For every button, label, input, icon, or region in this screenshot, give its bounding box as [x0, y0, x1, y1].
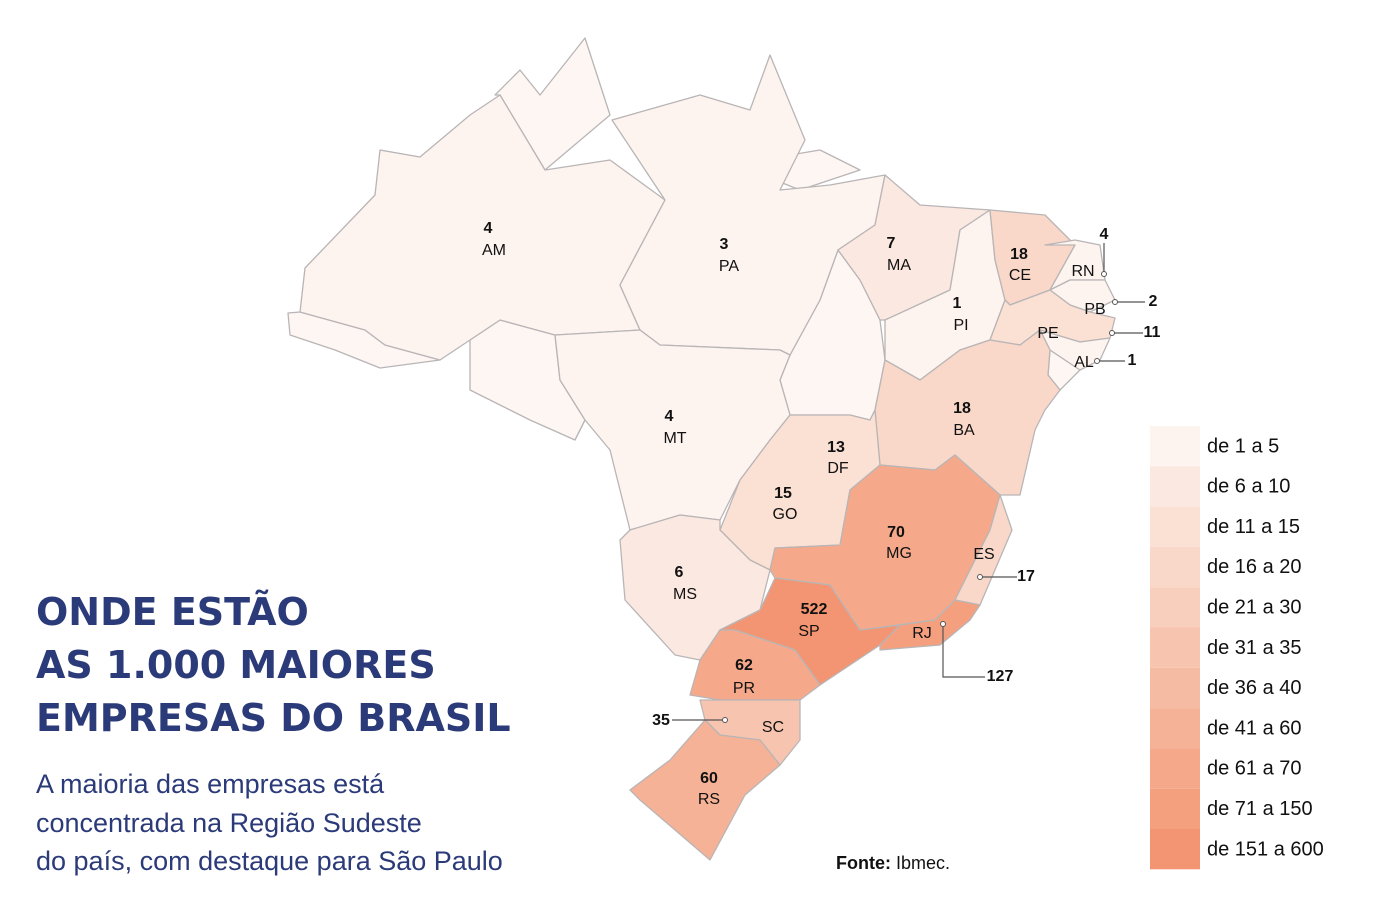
- state-value: 13: [827, 439, 845, 456]
- legend-label: de 31 a 35: [1207, 637, 1302, 659]
- state-abbr: PR: [733, 680, 755, 697]
- legend-swatch: [1150, 426, 1200, 467]
- state-abbr: RS: [698, 791, 720, 808]
- title-line: ONDE ESTÃO: [36, 590, 309, 634]
- legend-label: de 61 a 70: [1207, 758, 1302, 780]
- state-value: 4: [1100, 226, 1109, 243]
- state: [689, 629, 821, 701]
- state-value: 35: [652, 712, 670, 729]
- state-abbr: MG: [886, 545, 912, 562]
- state-value: 4: [665, 408, 674, 425]
- legend-swatch: [1150, 708, 1200, 749]
- legend-swatch: [1150, 506, 1200, 547]
- state-value: 4: [484, 220, 493, 237]
- state-value: 522: [801, 601, 828, 618]
- state-abbr: SP: [798, 623, 819, 640]
- state-value: 2: [1149, 293, 1158, 310]
- legend-swatch: [1150, 466, 1200, 507]
- legend-swatch: [1150, 667, 1200, 709]
- legend-swatch: [1150, 788, 1200, 829]
- state: [629, 719, 781, 861]
- state-value: 70: [887, 524, 905, 541]
- state-value: 11: [1144, 324, 1161, 341]
- leader-dot: [940, 621, 946, 627]
- state-abbr: PI: [953, 317, 968, 334]
- subtitle-line: concentrada na Região Sudeste: [36, 808, 422, 838]
- legend-label: de 151 a 600: [1207, 838, 1324, 860]
- legend-label: de 71 a 150: [1207, 798, 1313, 820]
- source-text: Ibmec.: [896, 853, 950, 873]
- state-value: 6: [675, 564, 684, 581]
- state-abbr: DF: [827, 460, 849, 477]
- legend-swatch: [1150, 829, 1200, 870]
- state-abbr: ES: [973, 546, 994, 563]
- state-abbr: MT: [663, 430, 686, 447]
- leader-dot: [1109, 330, 1115, 336]
- state-abbr: PA: [719, 258, 739, 275]
- leader-dot: [977, 574, 983, 580]
- source-label: Fonte:: [836, 853, 891, 873]
- state-abbr: RN: [1071, 263, 1094, 280]
- legend-label: de 21 a 30: [1207, 596, 1302, 618]
- state-abbr: MS: [673, 586, 697, 603]
- leader-dot: [1101, 271, 1107, 277]
- leader-dot: [1094, 358, 1100, 364]
- state-abbr: PE: [1037, 325, 1058, 342]
- legend-label: de 11 a 15: [1207, 516, 1300, 538]
- state-abbr: AM: [482, 242, 506, 259]
- source: Fonte: Ibmec.: [836, 853, 950, 873]
- state: [879, 599, 981, 651]
- state-value: 127: [987, 668, 1014, 685]
- state-value: 18: [953, 400, 971, 417]
- legend-label: de 41 a 60: [1207, 717, 1302, 739]
- leader-dot: [722, 717, 728, 723]
- legend-label: de 36 a 40: [1207, 677, 1302, 699]
- state-value: 7: [887, 235, 896, 252]
- state-value: 18: [1010, 246, 1028, 263]
- subtitle-line: do país, com destaque para São Paulo: [36, 846, 503, 876]
- state-value: 15: [774, 485, 792, 502]
- state-abbr: CE: [1009, 267, 1031, 284]
- state: [554, 329, 791, 531]
- title: ONDE ESTÃO AS 1.000 MAIORES EMPRESAS DO …: [36, 590, 511, 740]
- leader-dot: [1112, 299, 1118, 305]
- legend-swatch: [1150, 748, 1200, 789]
- state-abbr: BA: [953, 422, 975, 439]
- state-abbr: SC: [762, 719, 784, 736]
- legend-swatch: [1150, 546, 1200, 588]
- state-value: 17: [1017, 568, 1035, 585]
- state-abbr: GO: [773, 506, 798, 523]
- states: [299, 54, 1116, 861]
- subtitle-line: A maioria das empresas está: [36, 769, 385, 799]
- state-abbr: RJ: [912, 625, 932, 642]
- state-value: 3: [720, 236, 729, 253]
- state-value: 62: [735, 657, 753, 674]
- title-line: EMPRESAS DO BRASIL: [36, 696, 511, 740]
- title-line: AS 1.000 MAIORES: [36, 643, 436, 687]
- legend-label: de 16 a 20: [1207, 556, 1302, 578]
- legend-swatch: [1150, 587, 1200, 628]
- state-value: 1: [953, 295, 962, 312]
- state-value: 60: [700, 770, 718, 787]
- legend-label: de 1 a 5: [1207, 435, 1279, 457]
- leader-line: [942, 624, 985, 678]
- state-labels: 4 AM 3 PA 7 MA 1 PI 18 CE 4 RN 2 PB 11 PE 1 AL 18 BA 4 MT 13 DF…: [482, 220, 1161, 808]
- legend: de 1 a 5 de 6 a 10 de 11 a 15 de 16 a 20 de …: [1150, 426, 1324, 870]
- legend-swatch: [1150, 627, 1200, 668]
- state-abbr: MA: [887, 257, 911, 274]
- state-value: 1: [1128, 352, 1137, 369]
- subtitle: A maioria das empresas está concentrada …: [36, 769, 503, 876]
- state-abbr: PB: [1084, 301, 1105, 318]
- legend-label: de 6 a 10: [1207, 476, 1290, 498]
- state: [299, 94, 666, 361]
- state-abbr: AL: [1074, 354, 1094, 371]
